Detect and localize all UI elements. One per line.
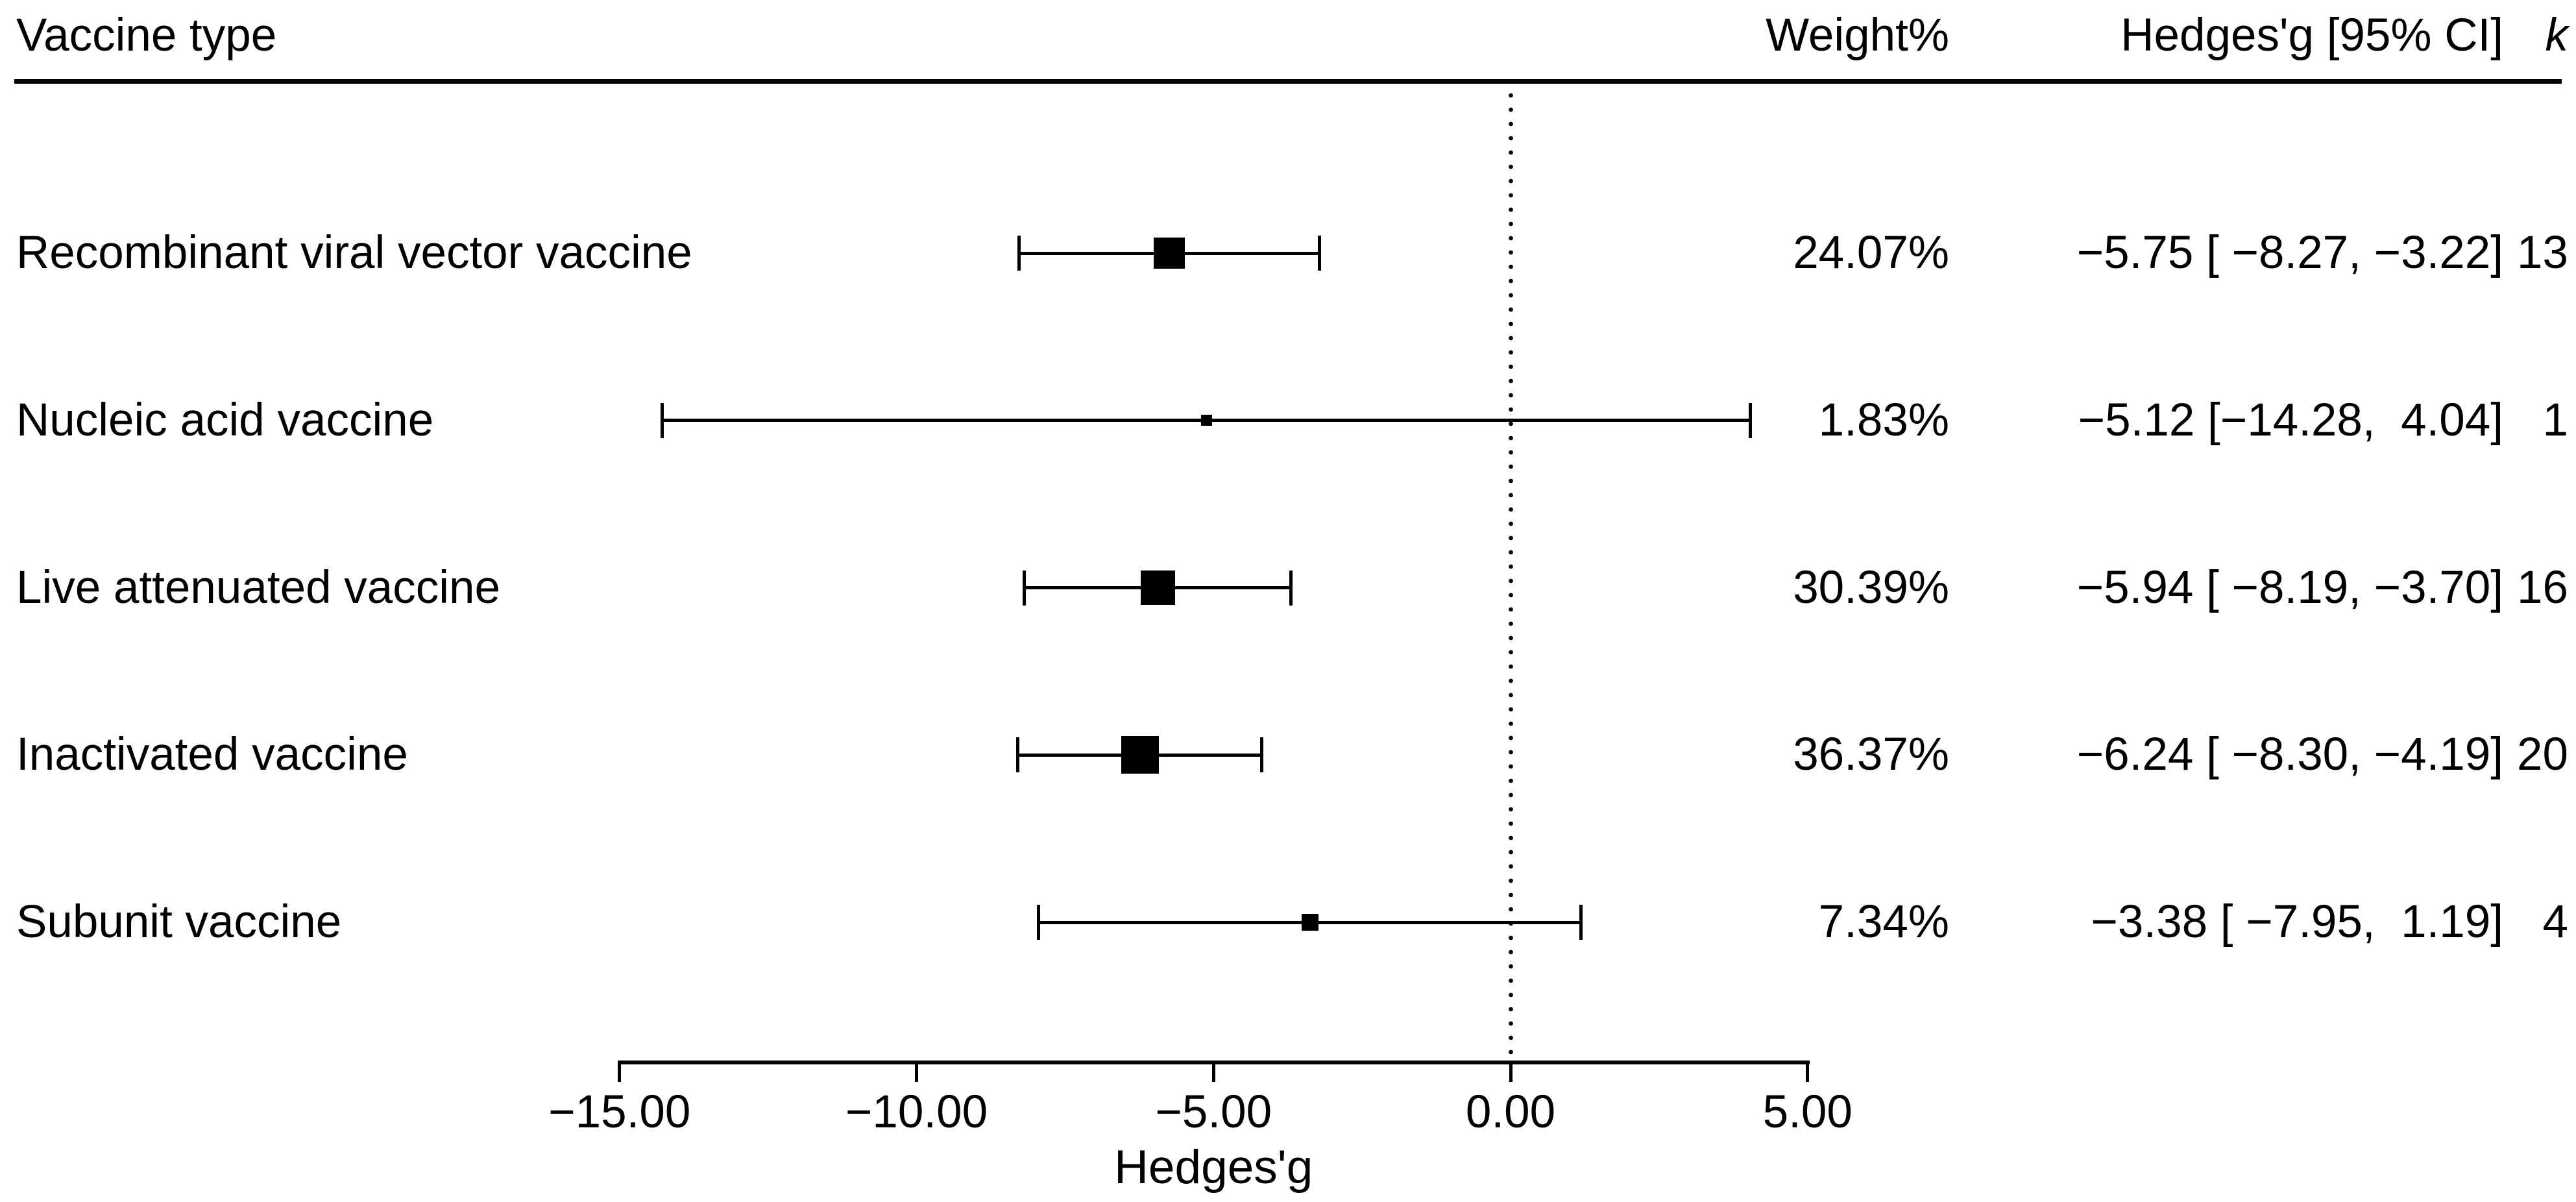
cell-hedges-g-ci: −5.75 [ −8.27, −3.22] <box>2076 227 2503 278</box>
column-header-weight: Weight% <box>1766 10 1949 61</box>
ci-whisker-cap-left <box>1022 570 1026 606</box>
cell-weight-percent: 7.34% <box>1818 896 1949 948</box>
row-label-vaccine-type: Inactivated vaccine <box>16 729 408 781</box>
row-label-vaccine-type: Live attenuated vaccine <box>16 561 501 613</box>
cell-hedges-g-ci: −5.94 [ −8.19, −3.70] <box>2076 561 2503 613</box>
effect-size-square-marker <box>1200 415 1212 426</box>
effect-size-square-marker <box>1301 914 1318 931</box>
cell-k-count: 20 <box>2517 729 2568 781</box>
x-axis-tick-label: −15.00 <box>548 1086 691 1138</box>
zero-reference-dotted-line <box>1508 88 1513 1061</box>
x-axis-tick <box>618 1062 622 1082</box>
x-axis-tick-label: −5.00 <box>1155 1086 1272 1138</box>
effect-size-square-marker <box>1121 736 1159 774</box>
column-header-vaccine-type: Vaccine type <box>16 10 277 61</box>
ci-whisker-cap-left <box>1017 236 1021 271</box>
column-header-hedges-g-ci: Hedges'g [95% CI] <box>2120 10 2503 61</box>
row-label-vaccine-type: Recombinant viral vector vaccine <box>16 227 692 278</box>
x-axis-tick-label: 0.00 <box>1465 1086 1556 1138</box>
ci-whisker-cap-left <box>661 402 664 438</box>
x-axis-tick <box>915 1062 918 1082</box>
cell-weight-percent: 24.07% <box>1793 227 1949 278</box>
ci-whisker-cap-right <box>1289 570 1293 606</box>
cell-hedges-g-ci: −6.24 [ −8.30, −4.19] <box>2076 729 2503 781</box>
cell-weight-percent: 30.39% <box>1793 561 1949 613</box>
cell-hedges-g-ci: −3.38 [ −7.95, 1.19] <box>2091 896 2503 948</box>
x-axis-tick-label: −10.00 <box>845 1086 988 1138</box>
effect-size-square-marker <box>1140 570 1175 605</box>
x-axis-title: Hedges'g <box>1114 1141 1313 1194</box>
ci-whisker-cap-right <box>1749 402 1753 438</box>
x-axis-tick <box>1211 1062 1215 1082</box>
cell-k-count: 13 <box>2517 227 2568 278</box>
ci-whisker-cap-left <box>1015 737 1019 773</box>
x-axis-tick <box>1806 1062 1810 1082</box>
x-axis-tick-label: 5.00 <box>1762 1086 1853 1138</box>
ci-whisker-cap-right <box>1259 737 1263 773</box>
column-header-k: k <box>2545 10 2569 61</box>
cell-k-count: 4 <box>2542 896 2569 948</box>
effect-size-square-marker <box>1153 238 1185 269</box>
row-label-vaccine-type: Nucleic acid vaccine <box>16 394 434 446</box>
header-divider-line <box>14 79 2562 84</box>
cell-weight-percent: 1.83% <box>1818 394 1949 446</box>
cell-k-count: 1 <box>2542 394 2569 446</box>
x-axis-tick <box>1509 1062 1513 1082</box>
ci-whisker-cap-left <box>1036 905 1040 940</box>
cell-hedges-g-ci: −5.12 [−14.28, 4.04] <box>2078 394 2503 446</box>
ci-whisker-cap-right <box>1579 905 1583 940</box>
cell-k-count: 16 <box>2517 561 2568 613</box>
ci-whisker-cap-right <box>1317 236 1321 271</box>
row-label-vaccine-type: Subunit vaccine <box>16 896 342 948</box>
cell-weight-percent: 36.37% <box>1793 729 1949 781</box>
